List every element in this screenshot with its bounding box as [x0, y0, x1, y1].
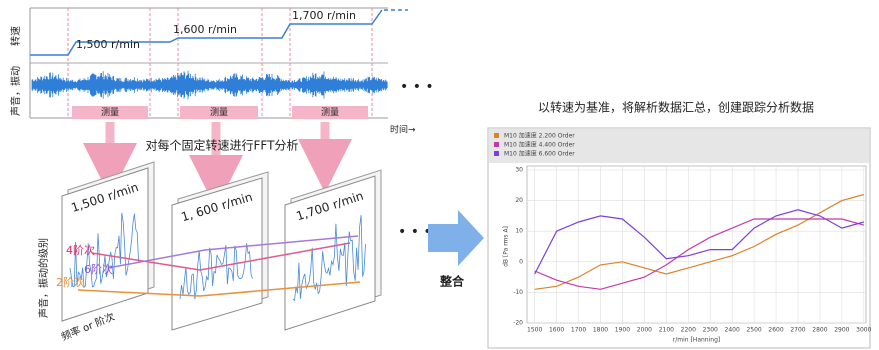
down-arrows — [83, 122, 352, 209]
ellipsis: • • • — [398, 224, 432, 240]
order-lines — [77, 235, 361, 297]
x-tick-label: 2800 — [812, 327, 827, 334]
tracking-chart: -20 -10 0 10 20 30 1500 1600 1700 1800 1900 2000 210… — [494, 132, 872, 344]
speed-label: 1,600 r/min — [173, 23, 237, 36]
y-axis-label: dB [Pa rms A] — [503, 226, 510, 267]
panel-spectrum — [292, 215, 366, 302]
panel-spectrum — [69, 212, 139, 289]
x-tick-label: 1800 — [593, 327, 608, 334]
x-tick-label: 1500 — [527, 327, 542, 334]
measure-box — [72, 106, 148, 119]
measure-label: 测量 — [101, 107, 119, 118]
y-tick-label: -10 — [513, 289, 523, 296]
level-axis-label: 声音，振动的级别 — [37, 238, 50, 318]
waveform — [31, 70, 388, 100]
x-tick-label: 2900 — [834, 327, 849, 334]
x-tick-label: 2100 — [659, 327, 674, 334]
order-label: 4阶次 — [66, 243, 95, 257]
x-tick-label: 1900 — [615, 327, 630, 334]
measure-bounds — [67, 8, 373, 118]
x-tick-label: 2700 — [790, 327, 805, 334]
legend-swatch — [494, 133, 499, 138]
y-tick-label: 30 — [515, 167, 523, 174]
order-label: 6阶次 — [84, 262, 113, 276]
chart-frame — [487, 127, 871, 349]
legend-label: M10 加速度 6.600 Order — [504, 150, 575, 158]
legend-label: M10 加速度 4.400 Order — [504, 141, 575, 149]
legend-area — [489, 129, 869, 163]
x-tick-label: 3000 — [856, 327, 871, 334]
x-tick-label: 1600 — [549, 327, 564, 334]
x-axis-label: r/min [Hanning] — [673, 337, 720, 344]
panel-spectrum — [179, 243, 253, 300]
speed-label: 1,500 r/min — [76, 38, 140, 51]
y-tick-label: 20 — [515, 197, 523, 204]
y-label: 声音，振动 — [9, 66, 22, 116]
speed-label: 1,700 r/min — [292, 9, 356, 22]
x-tick-label: 2200 — [681, 327, 696, 334]
legend-label: M10 加速度 2.200 Order — [504, 132, 575, 140]
x-tick-label: 2000 — [637, 327, 652, 334]
ellipsis: • • • — [400, 79, 434, 95]
y-tick-label: 0 — [519, 258, 523, 265]
fft-caption: 对每个固定转速进行FFT分析 — [146, 138, 299, 153]
measure-label: 测量 — [210, 107, 228, 118]
speed-line — [30, 9, 383, 56]
merge-label: 整合 — [439, 274, 465, 289]
x-tick-label: 2400 — [725, 327, 740, 334]
summary-caption: 以转速为基准，将解析数据汇总，创建跟踪分析数据 — [538, 100, 814, 115]
series-line — [534, 218, 864, 290]
order-label: 2阶次 — [56, 275, 85, 289]
x-tick-label: 2600 — [768, 327, 783, 334]
legend-swatch — [494, 142, 499, 147]
x-tick-label: 2500 — [746, 327, 761, 334]
legend-swatch — [494, 151, 499, 156]
measure-label: 测量 — [321, 107, 339, 118]
merge-arrow — [428, 210, 484, 266]
measure-box — [180, 106, 258, 119]
x-tick-label: 1700 — [571, 327, 586, 334]
x-tick-label: 2300 — [703, 327, 718, 334]
timeline: • • • 测量 测量 测量 1,500 r/min 1,600 r/min 1… — [9, 7, 434, 136]
y-label: 转速 — [9, 26, 22, 46]
time-label: 时间→ — [390, 124, 416, 136]
y-tick-label: 10 — [515, 228, 523, 235]
y-tick-label: -20 — [513, 320, 523, 327]
panels: 1,500 r/min 1, 600 r/min 1,700 r/min — [61, 161, 382, 331]
series-line — [534, 209, 864, 275]
measure-box — [292, 106, 368, 119]
